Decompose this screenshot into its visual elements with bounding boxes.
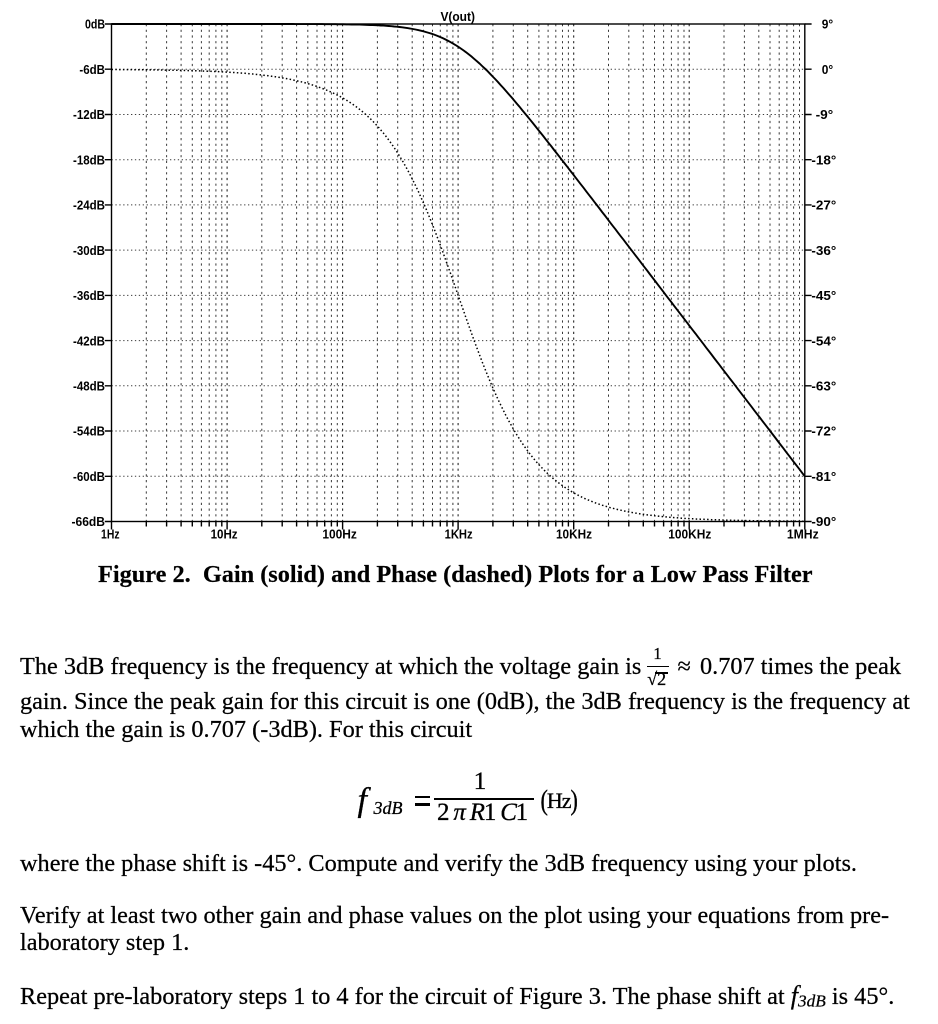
svg-text:-24dB: -24dB bbox=[73, 198, 105, 213]
svg-text:-9°: -9° bbox=[816, 107, 834, 122]
svg-text:10KHz: 10KHz bbox=[556, 527, 592, 542]
svg-text:-60dB: -60dB bbox=[73, 469, 105, 484]
svg-text:-45°: -45° bbox=[811, 288, 836, 303]
svg-text:-66dB: -66dB bbox=[72, 514, 106, 529]
svg-text:100KHz: 100KHz bbox=[668, 527, 711, 542]
svg-text:100Hz: 100Hz bbox=[322, 527, 357, 542]
svg-text:10Hz: 10Hz bbox=[211, 527, 238, 542]
svg-text:-18dB: -18dB bbox=[73, 152, 105, 167]
svg-text:-6dB: -6dB bbox=[79, 62, 105, 77]
svg-text:-30dB: -30dB bbox=[73, 243, 105, 258]
svg-text:V(out): V(out) bbox=[440, 9, 475, 24]
svg-text:-90°: -90° bbox=[811, 514, 836, 529]
svg-text:1KHz: 1KHz bbox=[445, 527, 473, 542]
svg-text:-81°: -81° bbox=[811, 469, 836, 484]
svg-text:1MHz: 1MHz bbox=[787, 527, 819, 542]
svg-text:-48dB: -48dB bbox=[73, 379, 105, 394]
svg-text:-36°: -36° bbox=[811, 243, 836, 258]
svg-text:0dB: 0dB bbox=[85, 17, 105, 32]
svg-text:-54°: -54° bbox=[811, 333, 836, 348]
svg-text:-36dB: -36dB bbox=[73, 288, 105, 303]
svg-text:1Hz: 1Hz bbox=[101, 527, 120, 542]
svg-text:-72°: -72° bbox=[811, 424, 836, 439]
svg-text:-18°: -18° bbox=[811, 152, 836, 167]
svg-text:-27°: -27° bbox=[811, 198, 836, 213]
svg-text:-63°: -63° bbox=[811, 379, 836, 394]
svg-text:-12dB: -12dB bbox=[73, 107, 105, 122]
svg-text:-42dB: -42dB bbox=[73, 333, 105, 348]
svg-text:9°: 9° bbox=[822, 17, 833, 32]
svg-text:0°: 0° bbox=[822, 62, 833, 77]
svg-text:-54dB: -54dB bbox=[73, 424, 105, 439]
